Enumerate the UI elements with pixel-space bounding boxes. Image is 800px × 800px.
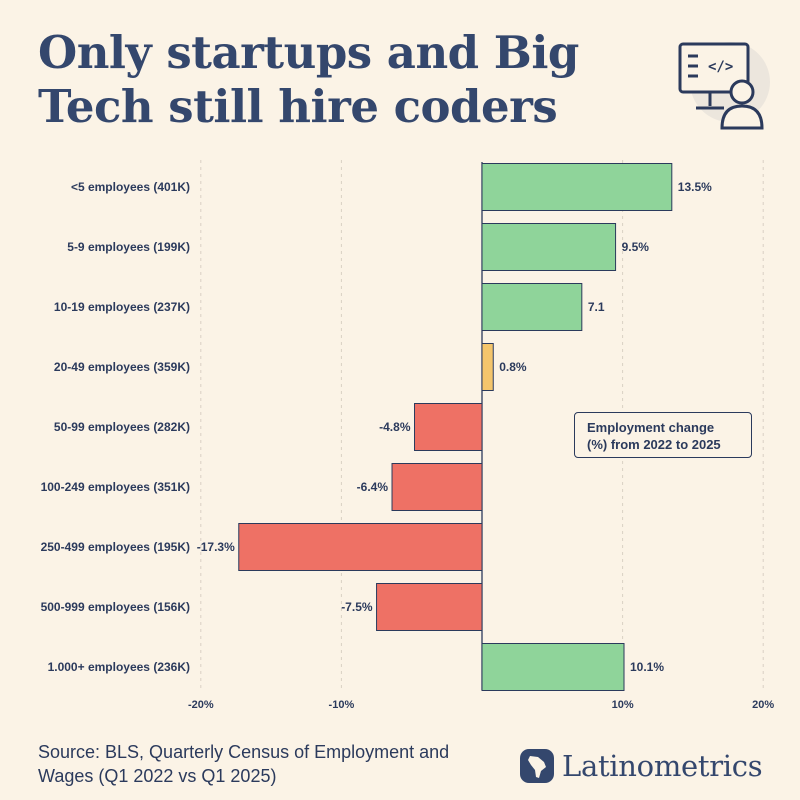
bar-9	[481, 643, 625, 691]
svg-text:</>: </>	[708, 59, 733, 75]
title-line-2: Tech still hire coders	[38, 80, 558, 133]
latin-america-map-logo-icon	[520, 749, 554, 783]
category-label: 500-999 employees (156K)	[41, 600, 190, 614]
bar-3	[481, 283, 583, 331]
category-label: 100-249 employees (351K)	[41, 480, 190, 494]
title-line-1: Only startups and Big	[38, 26, 579, 79]
category-label: 1.000+ employees (236K)	[48, 660, 190, 674]
x-tick-label: -10%	[329, 699, 355, 711]
category-label: 250-499 employees (195K)	[41, 540, 190, 554]
value-label: 10.1%	[630, 660, 664, 674]
bar-1	[481, 163, 673, 211]
legend-line-2: (%) from 2022 to 2025	[587, 437, 721, 452]
value-label: -6.4%	[357, 480, 389, 494]
legend-line-1: Employment change	[587, 420, 715, 435]
category-label: 10-19 employees (237K)	[54, 300, 190, 314]
bar-chart: -20% -10% 10% 20% <5 employees (401K) 13.5% 5-…	[41, 160, 774, 711]
x-tick-label: -20%	[188, 699, 214, 711]
value-label: 0.8%	[499, 360, 527, 374]
category-label: <5 employees (401K)	[71, 180, 190, 194]
bar-2	[481, 223, 617, 271]
bar-7	[238, 523, 483, 571]
coder-at-monitor-icon: </>	[678, 42, 770, 130]
source-note: Source: BLS, Quarterly Census of Employm…	[38, 742, 450, 786]
value-label: 13.5%	[678, 180, 712, 194]
bar-8	[376, 583, 483, 631]
chart-title: Only startups and Big Tech still hire co…	[38, 26, 638, 134]
value-label: -4.8%	[379, 420, 411, 434]
bar-4	[481, 343, 494, 391]
x-tick-label: 10%	[612, 699, 634, 711]
value-label: -17.3%	[197, 540, 235, 554]
bar-5	[414, 403, 483, 451]
brand-name: Latinometrics	[562, 749, 763, 783]
bar-6	[391, 463, 483, 511]
value-label: -7.5%	[341, 600, 373, 614]
category-label: 20-49 employees (359K)	[54, 360, 190, 374]
category-label: 5-9 employees (199K)	[67, 240, 190, 254]
brand-logo-lockup: Latinometrics	[520, 746, 763, 786]
chart-legend-box: Employment change (%) from 2022 to 2025	[574, 412, 752, 458]
value-label: 7.1	[588, 300, 605, 314]
value-label: 9.5%	[622, 240, 650, 254]
category-label: 50-99 employees (282K)	[54, 420, 190, 434]
x-tick-label: 20%	[752, 699, 774, 711]
